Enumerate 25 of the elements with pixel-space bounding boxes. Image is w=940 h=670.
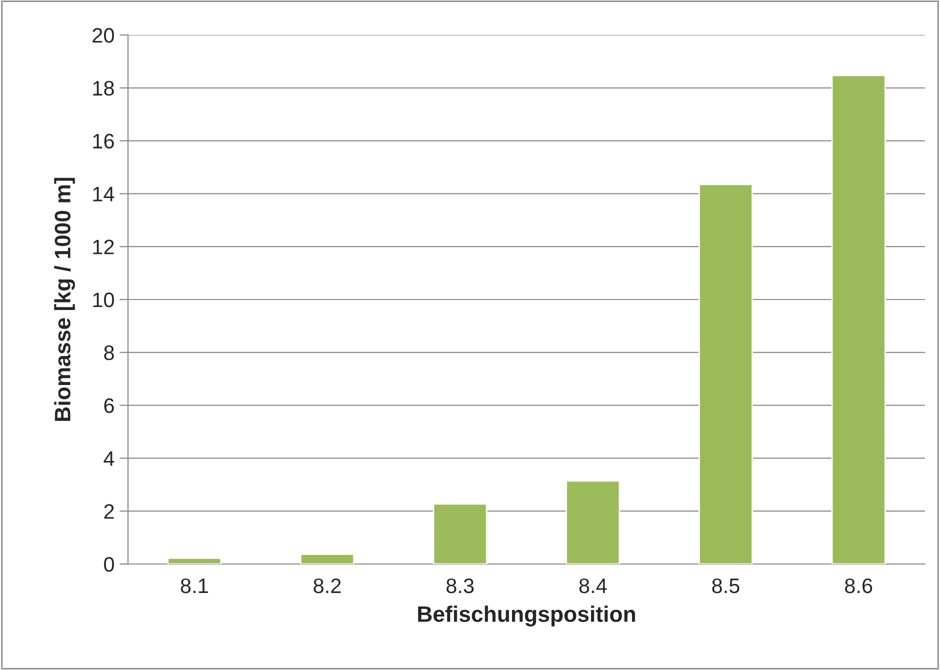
y-tick-label: 20 [92, 28, 114, 43]
y-tick-label: 16 [93, 134, 114, 149]
bar [432, 503, 488, 564]
y-tick-label: 12 [93, 240, 114, 254]
x-tick-label: 8.6 [845, 578, 872, 594]
bar [300, 554, 355, 564]
x-tick-label: 8.2 [314, 578, 341, 594]
y-tick-label: 10 [93, 292, 114, 308]
bar [167, 557, 222, 564]
y-tick-label: 0 [104, 557, 114, 572]
bar [566, 480, 620, 564]
bar [831, 74, 886, 564]
bar [698, 184, 754, 564]
y-axis-title: Biomasse [kg / 1000 m] [54, 178, 75, 421]
y-tick-label: 4 [104, 451, 114, 466]
y-tick-label: 2 [104, 504, 114, 519]
x-axis-title: Befischungsposition [418, 606, 636, 626]
y-tick-label: 14 [93, 186, 114, 202]
y-tick-label: 18 [93, 80, 114, 96]
y-tick-label: 8 [104, 345, 114, 360]
y-tick-label: 6 [104, 398, 114, 414]
x-tick-label: 8.5 [712, 578, 740, 594]
x-tick-label: 8.4 [579, 578, 607, 594]
x-tick-label: 8.3 [446, 578, 474, 594]
x-tick-label: 8.1 [180, 578, 208, 594]
